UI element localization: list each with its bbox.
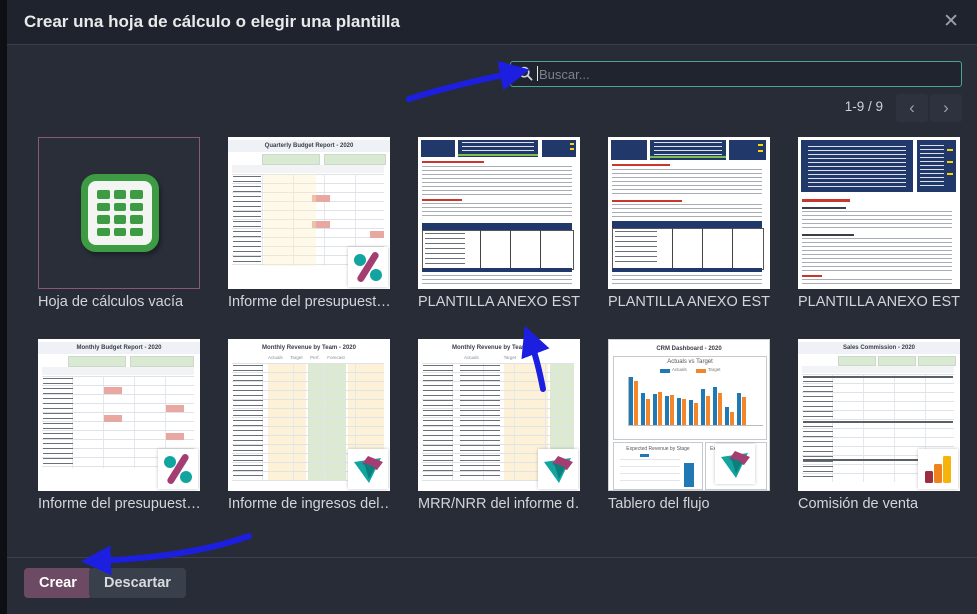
template-card-monthly-budget[interactable]: Monthly Budget Report - 2020 xyxy=(38,339,200,512)
template-thumbnail: Monthly Budget Report - 2020 xyxy=(38,339,200,491)
bar-chart-logo xyxy=(918,449,958,489)
blank-thumb xyxy=(38,137,200,289)
create-button[interactable]: Crear xyxy=(24,568,92,598)
pagination-next-button[interactable]: › xyxy=(930,94,962,122)
pagination-range: 1-9 / 9 xyxy=(844,99,883,114)
discard-button[interactable]: Descartar xyxy=(89,568,186,598)
crm-legend-b: Target xyxy=(708,367,721,372)
template-card-crm-dashboard[interactable]: CRM Dashboard - 2020 Actuals vs Target A… xyxy=(608,339,770,512)
thumb-title: CRM Dashboard - 2020 xyxy=(656,346,722,352)
thumb-title: Monthly Revenue by Team - 2020 xyxy=(452,345,546,351)
template-thumbnail xyxy=(798,137,960,289)
odoo-percent-logo xyxy=(158,449,198,489)
thumb-column-headers: Actuals Target xyxy=(464,355,517,360)
template-card-quarterly-budget[interactable]: Quarterly Budget Report - 2020 xyxy=(228,137,390,310)
thumb-title: Monthly Revenue by Team - 2020 xyxy=(262,345,356,351)
thumb-title: Sales Commission - 2020 xyxy=(798,342,960,354)
template-card-blank[interactable]: Hoja de cálculos vacía xyxy=(38,137,200,310)
odoo-percent-logo xyxy=(348,247,388,287)
template-thumbnail: Monthly Revenue by Team - 2020 Actuals T… xyxy=(228,339,390,491)
template-label: Hoja de cálculos vacía xyxy=(38,294,184,310)
template-label: Comisión de venta xyxy=(798,496,919,512)
pagination-prev-button[interactable]: ‹ xyxy=(896,94,928,122)
template-thumbnail: Quarterly Budget Report - 2020 xyxy=(228,137,390,289)
template-card-anexo-1[interactable]: PLANTILLA ANEXO EST… xyxy=(418,137,580,310)
template-thumbnail xyxy=(418,137,580,289)
template-card-mrr-nrr[interactable]: Monthly Revenue by Team - 2020 Actuals T… xyxy=(418,339,580,512)
thumb-column-headers: Actuals Target Perf. Forecast xyxy=(268,355,345,360)
template-thumbnail: Sales Commission - 2020 xyxy=(798,339,960,491)
crm-legend-a: Actuals xyxy=(672,367,687,372)
odoo-triangle-logo xyxy=(715,444,755,484)
dialog-title: Crear una hoja de cálculo o elegir una p… xyxy=(24,12,400,31)
thumb-title: Monthly Budget Report - 2020 xyxy=(38,342,200,354)
crm-panel-1: Expected Revenue by Stage xyxy=(613,442,703,490)
close-icon[interactable]: ✕ xyxy=(943,11,959,32)
template-card-anexo-3[interactable]: PLANTILLA ANEXO EST… xyxy=(798,137,960,310)
template-card-sales-commission[interactable]: Sales Commission - 2020 xyxy=(798,339,960,512)
dialog-header: Crear una hoja de cálculo o elegir una p… xyxy=(7,0,977,45)
template-label: Tablero del flujo xyxy=(608,496,710,512)
crm-chart-title: Actuals vs Target xyxy=(667,359,713,365)
search-box xyxy=(510,61,962,87)
template-grid: Hoja de cálculos vacía Quarterly Budget … xyxy=(38,137,960,512)
crm-bars xyxy=(628,377,763,426)
dialog-footer: Crear Descartar xyxy=(7,557,977,614)
thumb-title: Quarterly Budget Report - 2020 xyxy=(228,140,390,152)
page-backdrop xyxy=(0,0,7,614)
template-label: Informe del presupuest… xyxy=(228,294,390,310)
crm-top-panel: Actuals vs Target Actuals Target xyxy=(613,356,767,440)
spreadsheet-icon xyxy=(81,174,159,252)
template-thumbnail: CRM Dashboard - 2020 Actuals vs Target A… xyxy=(608,339,770,491)
create-spreadsheet-dialog: Crear una hoja de cálculo o elegir una p… xyxy=(7,0,977,614)
search-icon xyxy=(518,66,533,81)
template-label: PLANTILLA ANEXO EST… xyxy=(798,294,960,310)
template-label: PLANTILLA ANEXO EST… xyxy=(418,294,580,310)
template-thumbnail xyxy=(608,137,770,289)
template-label: PLANTILLA ANEXO EST… xyxy=(608,294,770,310)
search-input[interactable] xyxy=(537,63,956,85)
odoo-triangle-logo xyxy=(348,449,388,489)
template-card-monthly-revenue[interactable]: Monthly Revenue by Team - 2020 Actuals T… xyxy=(228,339,390,512)
odoo-triangle-logo xyxy=(538,449,578,489)
template-label: Informe de ingresos del… xyxy=(228,496,390,512)
template-label: MRR/NRR del informe d… xyxy=(418,496,580,512)
pagination-buttons: ‹ › xyxy=(896,94,962,122)
template-label: Informe del presupuest… xyxy=(38,496,200,512)
template-thumbnail: Monthly Revenue by Team - 2020 Actuals T… xyxy=(418,339,580,491)
template-card-anexo-2[interactable]: PLANTILLA ANEXO EST… xyxy=(608,137,770,310)
